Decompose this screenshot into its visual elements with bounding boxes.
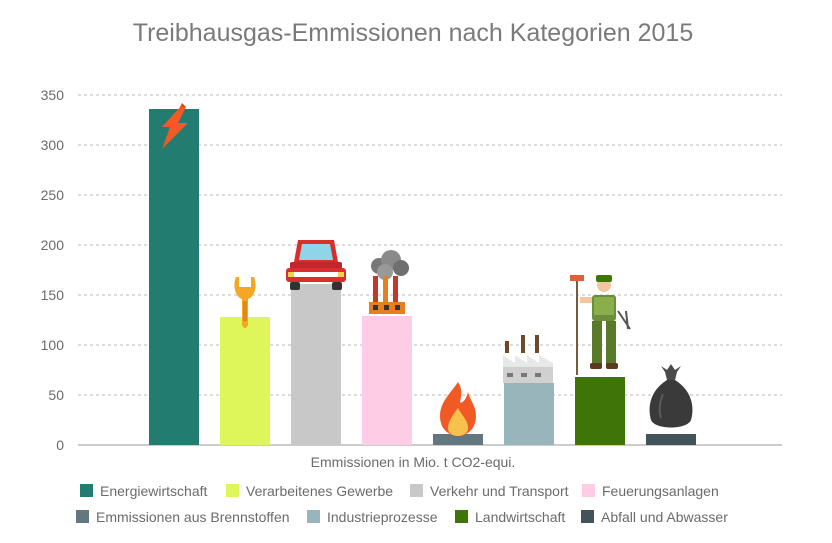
legend-swatch	[410, 484, 423, 497]
legend-swatch	[226, 484, 239, 497]
y-tick-label: 250	[41, 187, 65, 203]
bar	[646, 434, 696, 445]
y-tick-label: 50	[48, 387, 64, 403]
legend-label: Feuerungsanlagen	[602, 483, 719, 499]
y-tick-label: 0	[56, 437, 64, 453]
wrench-icon	[234, 277, 256, 328]
car-icon	[286, 240, 346, 290]
lightning-icon	[162, 103, 188, 149]
legend-label: Verkehr und Transport	[430, 483, 569, 499]
legend-swatch	[455, 510, 468, 523]
legend-label: Industrieprozesse	[327, 509, 438, 525]
legend-label: Energiewirtschaft	[100, 483, 207, 499]
bars	[149, 109, 696, 445]
bar	[575, 377, 625, 445]
legend-label: Landwirtschaft	[475, 509, 565, 525]
legend-swatch	[80, 484, 93, 497]
legend-label: Emmissionen aus Brennstoffen	[96, 509, 290, 525]
bar	[433, 434, 483, 445]
legend: Energiewirtschaft Verarbeitenes Gewerbe Ve…	[76, 483, 728, 525]
bar	[220, 317, 270, 445]
y-tick-label: 200	[41, 237, 65, 253]
legend-swatch	[582, 484, 595, 497]
bar	[504, 383, 554, 445]
legend-swatch	[307, 510, 320, 523]
y-tick-label: 300	[41, 137, 65, 153]
flame-icon	[440, 382, 476, 436]
bar	[291, 284, 341, 445]
garbage-bag-icon	[649, 364, 693, 428]
y-tick-label: 100	[41, 337, 65, 353]
legend-swatch	[76, 510, 89, 523]
legend-label: Abfall und Abwasser	[601, 509, 728, 525]
y-tick-label: 350	[41, 87, 65, 103]
factory-chimney-icon	[369, 250, 409, 314]
chart-title: Treibhausgas-Emmissionen nach Kategorien…	[133, 19, 694, 47]
bar	[149, 109, 199, 445]
y-axis-ticks: 0 50 100 150 200 250 300 350	[41, 87, 65, 453]
x-axis-label: Emmissionen in Mio. t CO2-equi.	[311, 454, 516, 470]
legend-label: Verarbeitenes Gewerbe	[246, 483, 393, 499]
legend-swatch	[581, 510, 594, 523]
factory-roof-icon	[503, 335, 553, 383]
y-tick-label: 150	[41, 287, 65, 303]
bar	[362, 316, 412, 445]
farmer-icon	[570, 275, 631, 375]
bar-icons	[162, 103, 693, 436]
